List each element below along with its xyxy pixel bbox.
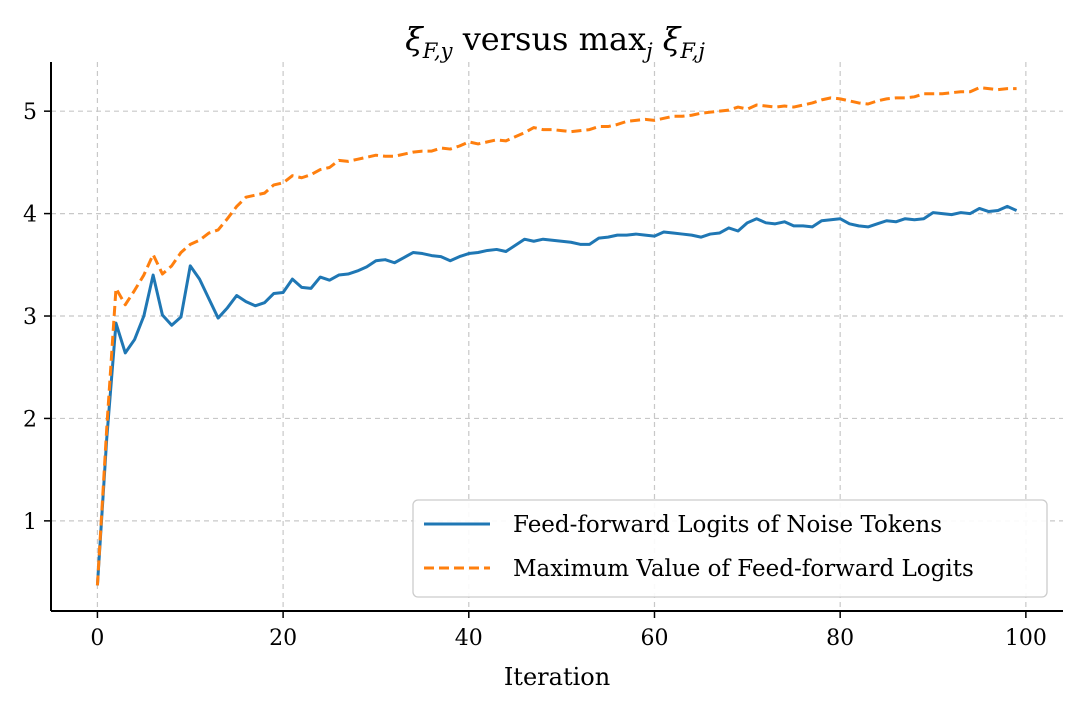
legend: Feed-forward Logits of Noise Tokens Maxi… — [412, 499, 1048, 598]
y-tick-label: 2 — [23, 407, 37, 432]
y-tick-label: 5 — [23, 100, 37, 125]
x-tick-label: 100 — [1005, 626, 1047, 651]
axes: 0 20 40 60 80 100 1 2 3 4 5 — [23, 62, 1063, 651]
series-line-max-logits — [95, 86, 1017, 586]
title-sub-max: j — [642, 39, 653, 63]
x-axis-label: Iteration — [504, 663, 610, 691]
x-tick-label: 0 — [90, 626, 104, 651]
title-sub-1: F,y — [422, 39, 454, 63]
title-xi-2: ξ — [653, 20, 682, 58]
legend-label-max-logits: Maximum Value of Feed-forward Logits — [513, 556, 974, 582]
legend-label-noise-logits: Feed-forward Logits of Noise Tokens — [513, 512, 942, 538]
y-tick-label: 4 — [23, 203, 37, 228]
chart-title: ξF,y versus maxj ξF,j — [405, 20, 705, 63]
series-line-noise-logits — [95, 204, 1018, 586]
x-tick-label: 40 — [455, 626, 483, 651]
y-tick-label: 3 — [23, 305, 37, 330]
title-xi-1: ξ — [405, 20, 424, 58]
x-tick-label: 60 — [640, 626, 668, 651]
y-tick-label: 1 — [23, 510, 37, 535]
series-lines — [95, 86, 1018, 586]
x-tick-label: 80 — [826, 626, 854, 651]
title-versus: versus max — [453, 20, 647, 58]
title-sub-2: F,j — [679, 39, 705, 63]
legend-box — [412, 499, 1048, 598]
x-tick-label: 20 — [269, 626, 297, 651]
